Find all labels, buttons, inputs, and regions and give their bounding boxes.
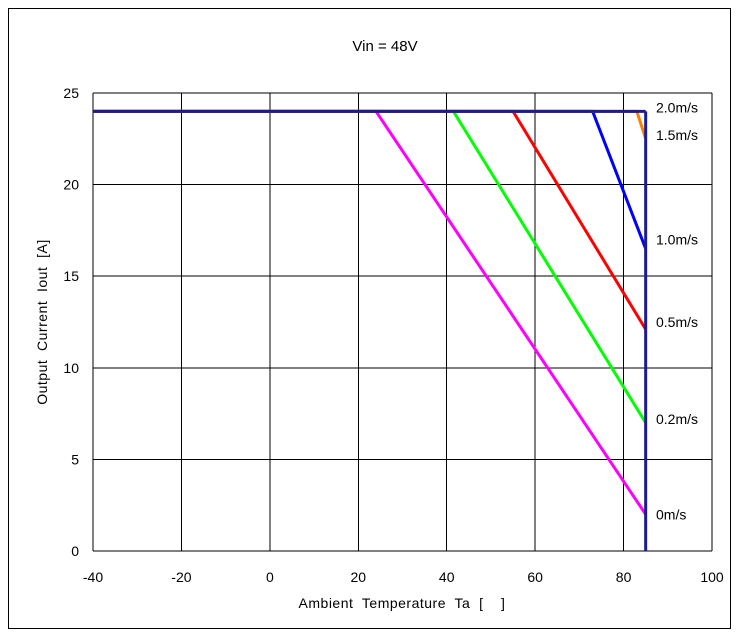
x-tick-label: 20 (350, 569, 366, 585)
y-tick-label: 5 (71, 451, 79, 467)
series-label: 1.0m/s (656, 232, 698, 248)
series-line-1-0m-s (93, 109, 648, 250)
y-tick-label: 25 (63, 85, 79, 101)
series-label: 0.5m/s (656, 314, 698, 330)
y-tick-labels: 0 5 10 15 20 25 (63, 85, 79, 559)
series-label: 0.2m/s (656, 411, 698, 427)
series-line-0-2m-s (93, 109, 647, 424)
series-label: 0m/s (656, 506, 686, 522)
series-line-0m-s (93, 109, 647, 516)
y-tick-label: 0 (71, 543, 79, 559)
x-tick-label: 100 (700, 569, 724, 585)
x-axis-title: Ambient Temperature Ta [ ] (299, 595, 506, 611)
x-tick-label: 60 (527, 569, 543, 585)
y-tick-label: 10 (63, 360, 79, 376)
x-tick-labels: -40 -20 0 20 40 60 80 100 (83, 569, 724, 585)
series-line-0-5m-s (93, 109, 647, 331)
series-label: 2.0m/s (656, 100, 698, 116)
series-labels: 0m/s 0.2m/s 0.5m/s 1.0m/s 1.5m/s 2.0m/s (656, 100, 698, 523)
y-tick-label: 15 (63, 268, 79, 284)
x-tick-label: -40 (83, 569, 103, 585)
chart-title: Vin = 48V (352, 38, 417, 55)
y-axis-title: Output Current Iout [A] (34, 239, 50, 405)
x-tick-label: 40 (439, 569, 455, 585)
grid (92, 92, 713, 552)
series-label: 1.5m/s (656, 127, 698, 143)
series-group (93, 109, 648, 516)
y-tick-label: 20 (63, 177, 79, 193)
x-tick-label: 0 (266, 569, 274, 585)
x-tick-label: 80 (616, 569, 632, 585)
x-tick-label: -20 (171, 569, 191, 585)
series-line-1-5m-s (93, 109, 648, 140)
